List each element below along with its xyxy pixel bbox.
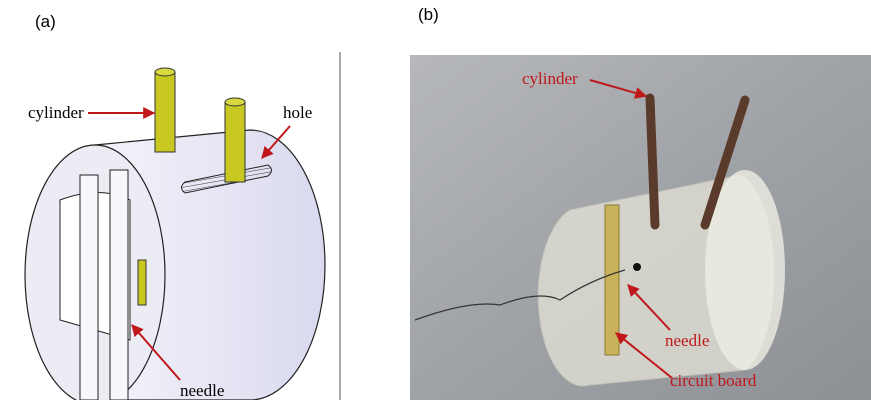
plate — [80, 175, 98, 400]
annotation: needle — [180, 381, 224, 400]
annotation: needle — [665, 331, 709, 350]
panel-a: (a) cylinder hole needle — [25, 12, 340, 400]
plate — [110, 170, 128, 400]
rod — [225, 102, 245, 182]
annotation: circuit board — [670, 371, 757, 390]
panel-b: (b) cylinder needle circuit board — [410, 5, 871, 400]
rod — [650, 98, 655, 225]
annotation: cylinder — [28, 103, 84, 122]
rod — [155, 72, 175, 152]
figure: (a) cylinder hole needle (b) c — [0, 0, 871, 400]
panel-label: (b) — [418, 5, 439, 24]
needle-shape — [138, 260, 146, 305]
panel-label: (a) — [35, 12, 56, 31]
rod-top — [155, 68, 175, 76]
rod-top — [225, 98, 245, 106]
annotation: hole — [283, 103, 312, 122]
needle-tip — [633, 263, 641, 271]
annotation: cylinder — [522, 69, 578, 88]
